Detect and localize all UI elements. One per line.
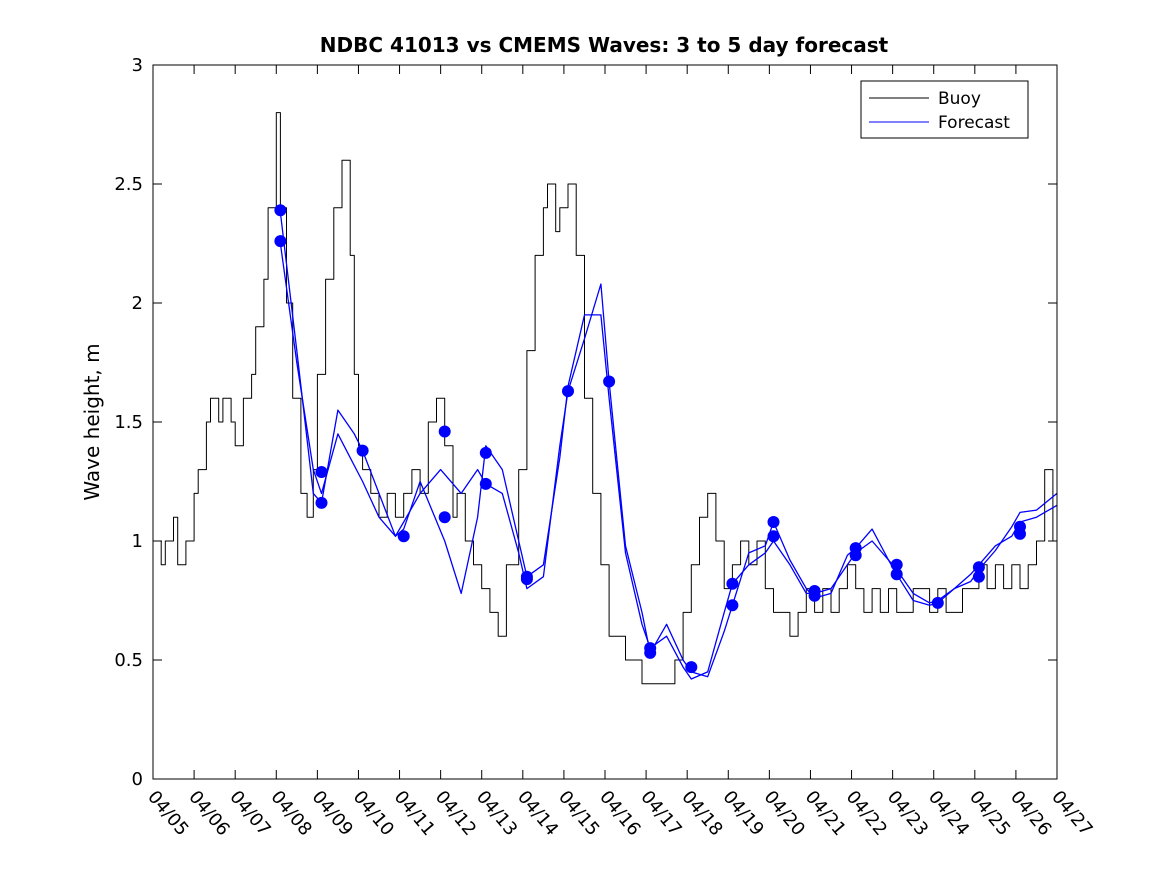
y-axis-label: Wave height, m xyxy=(80,343,104,500)
series-layer xyxy=(153,112,1058,685)
plot-area xyxy=(153,65,1057,779)
forecast-start-point xyxy=(479,446,492,459)
forecast-start-point xyxy=(562,385,574,398)
series-line-forecast-1 xyxy=(279,243,1058,680)
forecast-start-point xyxy=(603,375,616,388)
forecast-start-point xyxy=(685,661,698,674)
forecast-start-point xyxy=(274,235,287,248)
forecast-start-point xyxy=(644,646,657,659)
forecast-start-point xyxy=(356,444,369,457)
forecast-start-point xyxy=(479,477,492,490)
legend-label-buoy: Buoy xyxy=(938,89,981,109)
forecast-start-point xyxy=(315,466,328,478)
legend-label-forecast: Forecast xyxy=(938,113,1010,133)
chart-title: NDBC 41013 vs CMEMS Waves: 3 to 5 day fo… xyxy=(320,33,889,57)
forecast-start-point xyxy=(849,549,862,562)
series-line-forecast-2 xyxy=(279,212,1058,678)
y-tick-label: 0 xyxy=(132,769,143,790)
y-tick-label: 2 xyxy=(132,293,143,314)
forecast-start-point xyxy=(890,568,903,581)
forecast-start-point xyxy=(767,516,780,528)
y-tick-label: 2.5 xyxy=(114,174,143,195)
series-line-buoy-0 xyxy=(153,112,1058,685)
legend-box xyxy=(860,80,1029,139)
y-tick-label: 1 xyxy=(132,531,143,552)
y-tick-label: 1.5 xyxy=(114,412,143,433)
forecast-start-point xyxy=(274,204,287,217)
forecast-start-point xyxy=(767,530,780,543)
forecast-start-point xyxy=(315,496,328,509)
forecast-start-point xyxy=(1014,527,1026,540)
forecast-start-point xyxy=(972,561,985,574)
forecast-start-point xyxy=(972,570,985,583)
forecast-start-point xyxy=(808,589,821,602)
marker-layer xyxy=(274,204,1026,674)
y-tick-label: 3 xyxy=(132,55,143,76)
forecast-start-point xyxy=(397,530,410,543)
y-tick-label: 0.5 xyxy=(114,650,143,671)
forecast-start-point xyxy=(890,558,903,571)
forecast-start-point xyxy=(438,511,451,524)
forecast-start-point xyxy=(520,573,533,586)
legend: Buoy Forecast xyxy=(860,80,1029,139)
forecast-start-point xyxy=(931,596,944,609)
forecast-start-point xyxy=(438,425,451,438)
forecast-start-point xyxy=(726,577,739,590)
forecast-start-point xyxy=(726,599,739,612)
